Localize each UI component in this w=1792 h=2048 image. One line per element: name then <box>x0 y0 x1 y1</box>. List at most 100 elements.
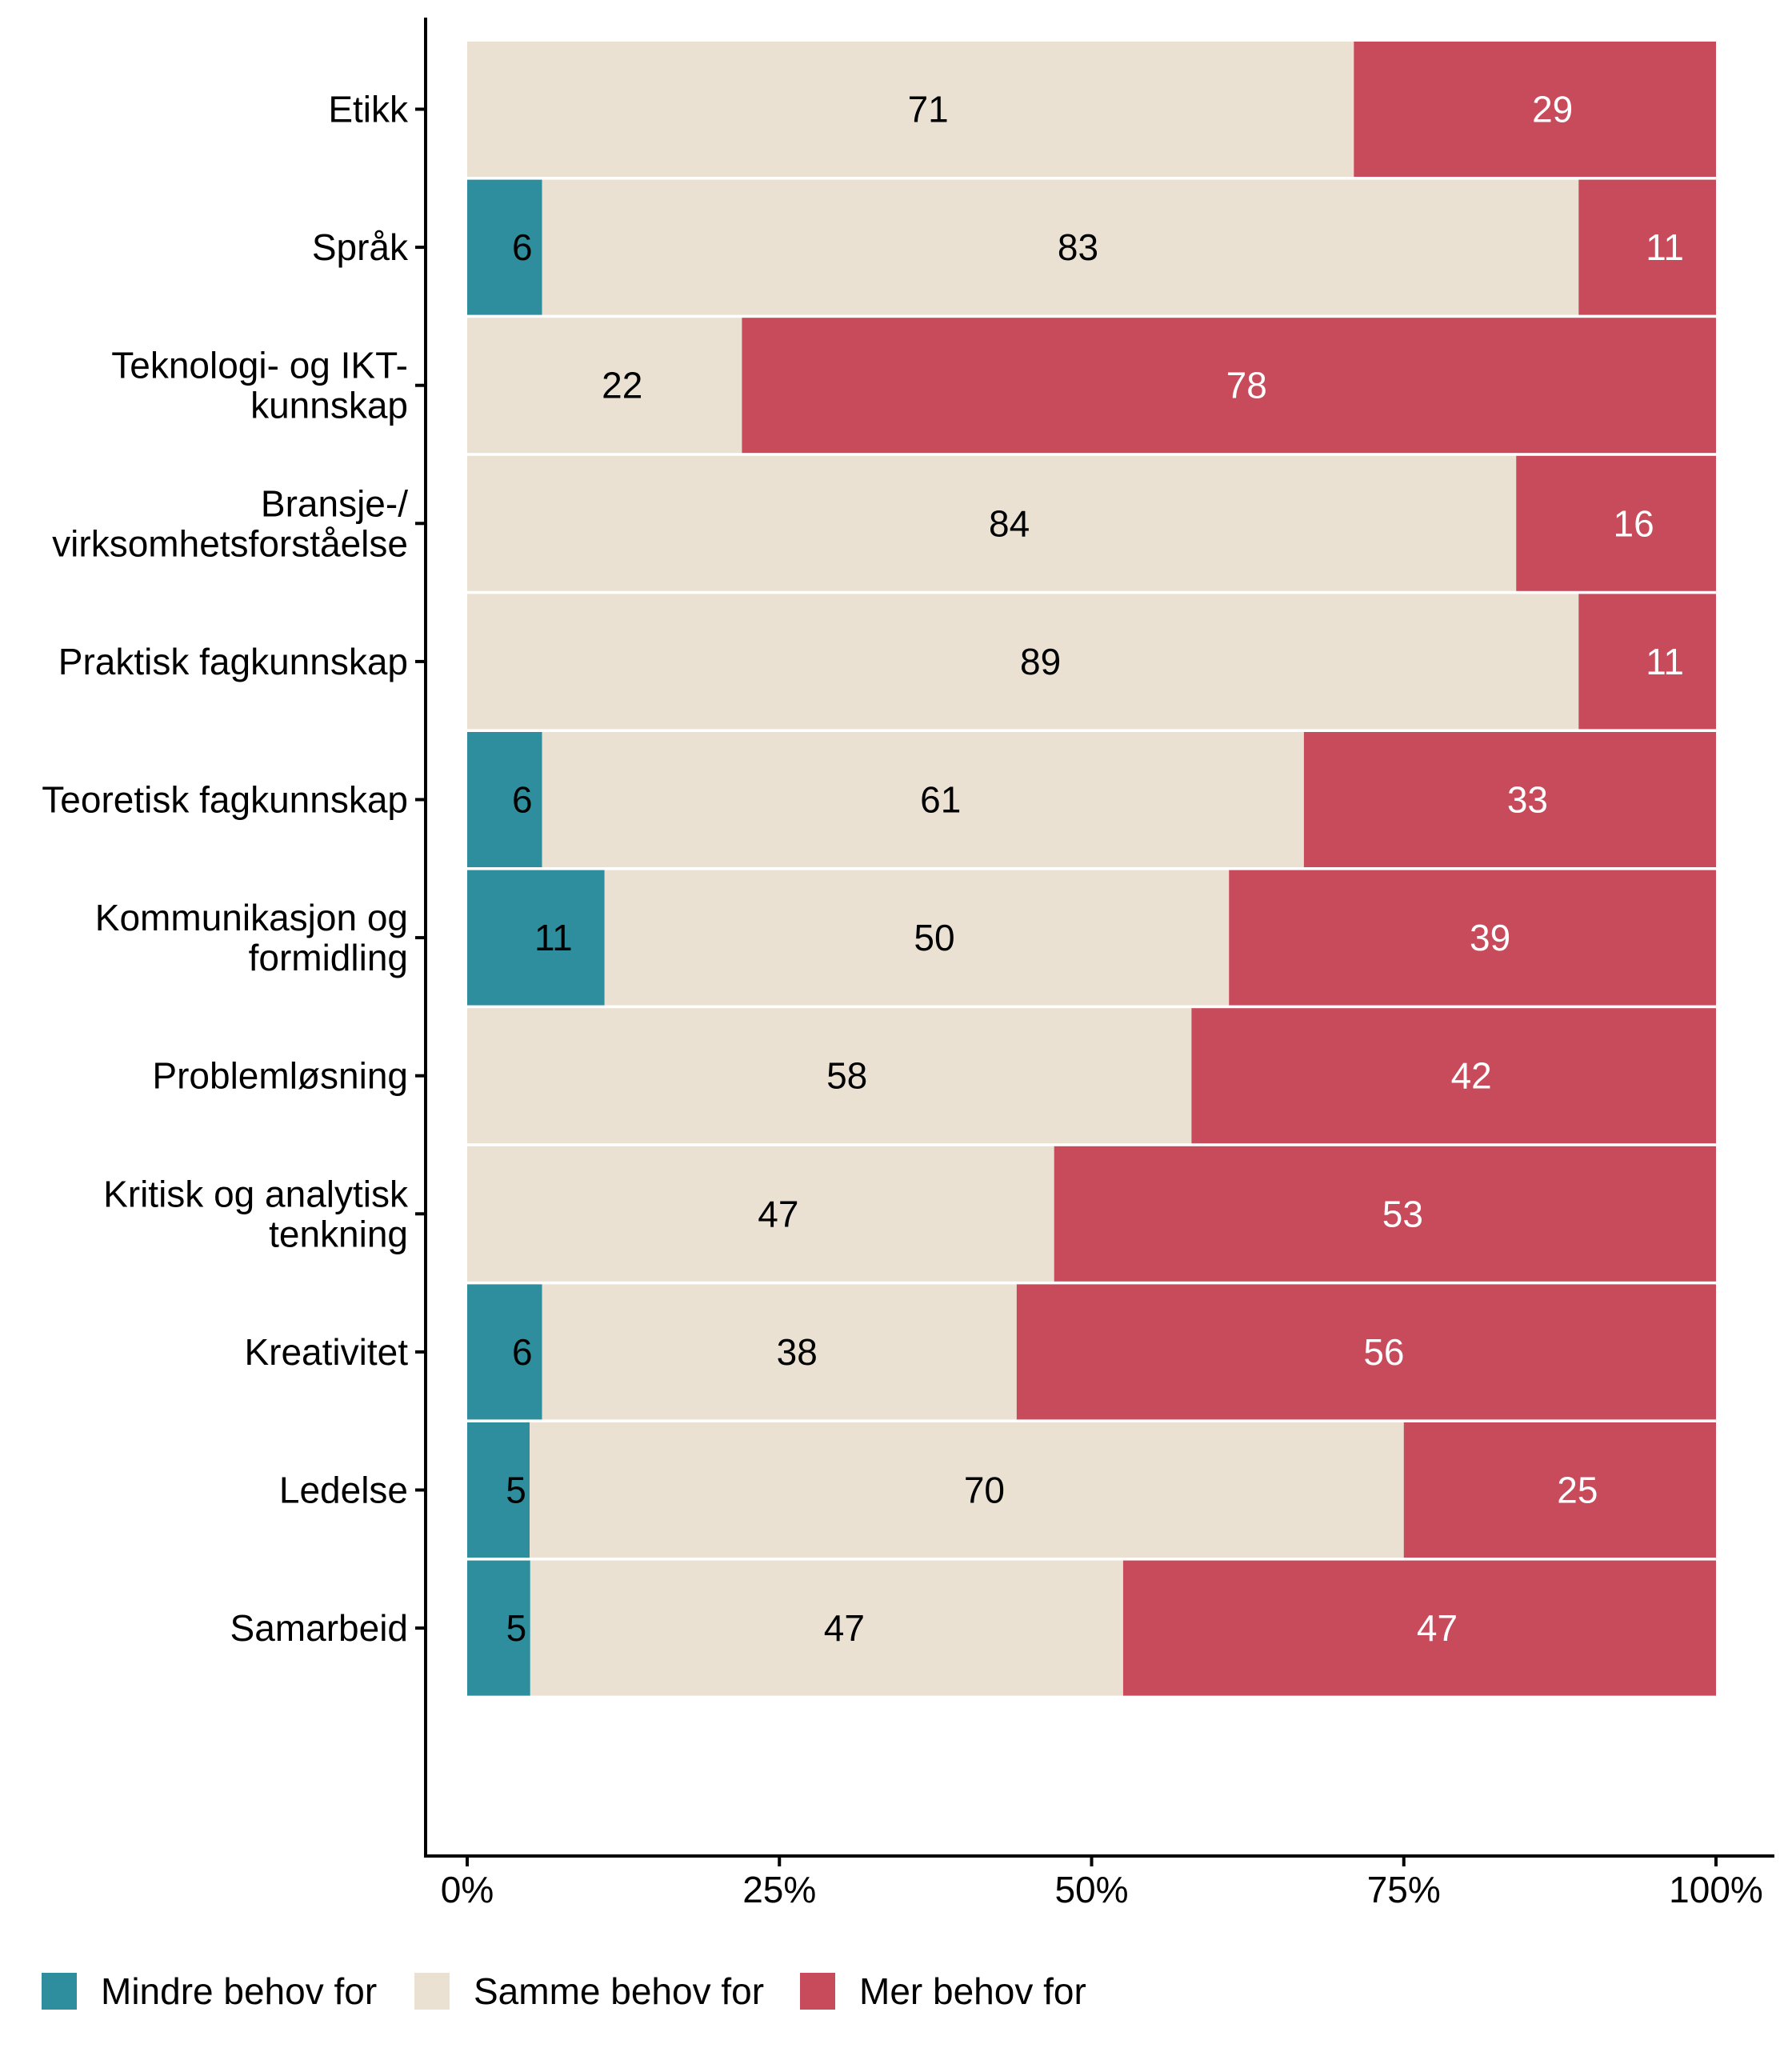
y-axis: Etikk Språk Teknologi- og IKT-kunnskap Bran… <box>42 18 427 1858</box>
bars-layer <box>467 42 1717 1696</box>
category-label-line: Kreativitet <box>244 1331 408 1373</box>
bar-segment-samme-behov-for <box>467 594 1579 730</box>
bar-segment-mindre-behov-for <box>467 1560 530 1696</box>
bar-segment-samme-behov-for <box>467 1008 1192 1144</box>
bar-segment-mer-behov-for <box>1054 1146 1716 1282</box>
category-label: Teknologi- og IKT-kunnskap <box>111 345 408 426</box>
category-label: Praktisk fagkunnskap <box>58 641 408 682</box>
category-label-line: virksomhetsforståelse <box>52 522 408 564</box>
bar-segment-samme-behov-for <box>542 1284 1017 1420</box>
bar-segment-mer-behov-for <box>1403 1422 1716 1558</box>
x-tick-label: 0% <box>441 1869 494 1910</box>
category-label: Bransje-/virksomhetsforståelse <box>52 482 408 564</box>
category-label-line: Språk <box>312 226 409 268</box>
category-label: Ledelse <box>279 1470 408 1511</box>
category-label: Etikk <box>328 89 409 130</box>
x-tick-label: 50% <box>1054 1869 1128 1910</box>
bar-segment-mer-behov-for <box>1016 1284 1716 1420</box>
x-axis: 0% 25% 50% 75% 100% <box>424 1854 1774 1910</box>
bar-segment-samme-behov-for <box>530 1560 1123 1696</box>
bar-segment-samme-behov-for <box>542 179 1579 315</box>
bar-value-label: 56 <box>1363 1331 1404 1373</box>
bar-segment-mer-behov-for <box>1122 1560 1716 1696</box>
category-label-line: Kritisk og analytisk <box>103 1173 409 1214</box>
category-label-line: Teknologi- og IKT- <box>111 345 408 386</box>
legend-label: Samme behov for <box>474 1970 764 2012</box>
category-label: Kommunikasjon og formidling <box>95 897 408 978</box>
bar-value-label: 61 <box>920 779 961 821</box>
bar-segment-mer-behov-for <box>1578 594 1716 730</box>
category-label-line: Bransje-/ <box>261 482 408 524</box>
bar-segment-samme-behov-for <box>530 1422 1404 1558</box>
bar-segment-mindre-behov-for <box>467 732 542 867</box>
category-label-line: tenkning <box>269 1213 408 1254</box>
bar-segment-mer-behov-for <box>742 318 1717 454</box>
category-label-line: Problemløsning <box>152 1055 408 1097</box>
category-label-line: Praktisk fagkunnskap <box>58 641 408 682</box>
bar-value-label: 39 <box>1470 917 1510 958</box>
bar-value-label: 11 <box>1646 226 1684 268</box>
legend: Mindre behov for Samme behov for Mer behov… <box>42 1970 1086 2012</box>
bar-value-label: 50 <box>914 917 954 958</box>
bar-value-label: 84 <box>989 502 1030 544</box>
bar-segment-mindre-behov-for <box>467 179 542 315</box>
bar-value-label: 5 <box>506 1470 526 1511</box>
bar-segment-mer-behov-for <box>1229 870 1716 1006</box>
bar-value-label: 42 <box>1451 1055 1492 1097</box>
bar-segment-mer-behov-for <box>1516 455 1716 591</box>
bar-value-label: 11 <box>1646 641 1684 682</box>
category-label-line: kunnskap <box>250 385 408 426</box>
bar-value-label: 25 <box>1557 1470 1598 1511</box>
bar-value-label: 83 <box>1058 226 1098 268</box>
bar-value-label: 6 <box>512 1331 533 1373</box>
category-label: Språk <box>312 226 409 268</box>
bar-value-label: 33 <box>1507 779 1548 821</box>
category-label-line: Samarbeid <box>230 1607 408 1649</box>
bar-segment-mer-behov-for <box>1303 732 1716 867</box>
bar-value-label: 5 <box>506 1607 527 1649</box>
legend-swatch-mindre-behov-for <box>42 1973 77 2010</box>
category-label-line: formidling <box>249 937 408 978</box>
bar-value-label: 71 <box>908 89 949 130</box>
category-label-line: Teoretisk fagkunnskap <box>42 779 408 821</box>
category-label: Kritisk og analytisk tenkning <box>103 1173 409 1254</box>
category-label: Samarbeid <box>230 1607 408 1649</box>
x-tick-label: 75% <box>1367 1869 1441 1910</box>
bar-value-label: 6 <box>512 226 533 268</box>
bar-value-label: 6 <box>512 779 533 821</box>
bar-segment-samme-behov-for <box>542 732 1304 867</box>
bar-segment-samme-behov-for <box>467 42 1354 177</box>
bar-segment-mer-behov-for <box>1354 42 1716 177</box>
x-tick-label: 100% <box>1669 1869 1763 1910</box>
bar-segment-samme-behov-for <box>467 1146 1054 1282</box>
category-label-line: Ledelse <box>279 1470 408 1511</box>
bar-value-label: 11 <box>534 917 573 958</box>
bar-segment-mindre-behov-for <box>467 1284 542 1420</box>
bar-value-label: 53 <box>1382 1193 1423 1234</box>
category-label-line: Kommunikasjon og <box>95 897 408 938</box>
legend-label: Mer behov for <box>859 1970 1086 2012</box>
bar-value-label: 47 <box>758 1193 798 1234</box>
category-label: Teoretisk fagkunnskap <box>42 779 408 821</box>
bar-value-label: 58 <box>826 1055 867 1097</box>
bar-value-label: 70 <box>964 1470 1005 1511</box>
bar-segment-mer-behov-for <box>1578 179 1716 315</box>
legend-swatch-samme-behov-for <box>414 1973 450 2010</box>
category-label: Kreativitet <box>244 1331 408 1373</box>
legend-label: Mindre behov for <box>101 1970 377 2012</box>
category-label-line: Etikk <box>328 89 409 130</box>
bar-value-label: 29 <box>1532 89 1573 130</box>
bar-value-label: 38 <box>777 1331 818 1373</box>
bar-segment-mindre-behov-for <box>467 1422 530 1558</box>
bar-segment-mer-behov-for <box>1191 1008 1716 1144</box>
bar-segment-samme-behov-for <box>604 870 1230 1006</box>
x-tick-label: 25% <box>742 1869 816 1910</box>
bar-value-label: 47 <box>824 1607 865 1649</box>
bar-value-label: 47 <box>1417 1607 1458 1649</box>
bar-value-label: 78 <box>1226 365 1267 406</box>
bar-value-label: 16 <box>1614 502 1654 544</box>
bar-value-label: 89 <box>1020 641 1061 682</box>
bar-segment-mindre-behov-for <box>467 870 605 1006</box>
